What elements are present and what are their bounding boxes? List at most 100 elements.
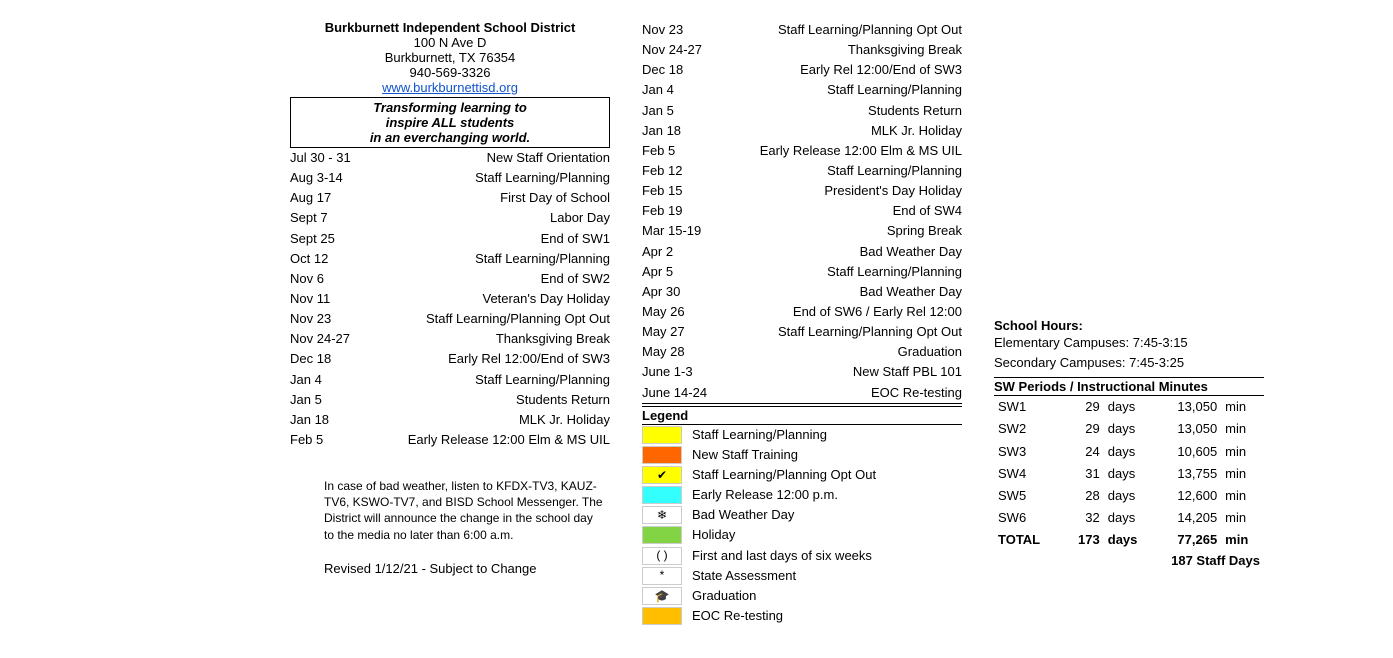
event-row: Jan 18MLK Jr. Holiday — [642, 121, 962, 141]
revised-note: Revised 1/12/21 - Subject to Change — [290, 561, 610, 576]
sw-name: SW3 — [994, 441, 1063, 463]
event-row: Apr 2Bad Weather Day — [642, 242, 962, 262]
sw-days-label: days — [1104, 529, 1156, 551]
event-row: Feb 15President's Day Holiday — [642, 181, 962, 201]
event-date: June 14-24 — [642, 383, 716, 403]
event-text: End of SW4 — [716, 201, 962, 221]
event-row: Apr 5Staff Learning/Planning — [642, 262, 962, 282]
sw-days-label: days — [1104, 418, 1156, 440]
event-row: Aug 17First Day of School — [290, 188, 610, 208]
legend-swatch: * — [642, 567, 682, 585]
event-date: Feb 15 — [642, 181, 716, 201]
event-text: First Day of School — [364, 188, 610, 208]
event-row: Jan 5Students Return — [290, 390, 610, 410]
sw-minutes: 12,600 — [1156, 485, 1222, 507]
district-link[interactable]: www.burkburnettisd.org — [382, 80, 518, 95]
event-date: Apr 30 — [642, 282, 716, 302]
event-row: Jul 30 - 31New Staff Orientation — [290, 148, 610, 168]
event-row: Sept 7Labor Day — [290, 208, 610, 228]
events-list-2: Nov 23Staff Learning/Planning Opt OutNov… — [642, 20, 962, 404]
sw-name: SW4 — [994, 463, 1063, 485]
legend-row: *State Assessment — [642, 566, 962, 586]
event-date: Mar 15-19 — [642, 221, 716, 241]
legend-label: First and last days of six weeks — [692, 546, 872, 566]
event-row: Apr 30Bad Weather Day — [642, 282, 962, 302]
sw-row: SW431days13,755min — [994, 463, 1264, 485]
sw-title: SW Periods / Instructional Minutes — [994, 377, 1264, 396]
legend-row: ❄Bad Weather Day — [642, 505, 962, 525]
legend-label: Holiday — [692, 525, 735, 545]
event-date: Jan 18 — [290, 410, 364, 430]
event-date: May 27 — [642, 322, 716, 342]
legend-swatch — [642, 486, 682, 504]
event-date: Feb 5 — [642, 141, 716, 161]
sw-minutes: 13,050 — [1156, 418, 1222, 440]
event-text: Bad Weather Day — [716, 282, 962, 302]
sw-min-label: min — [1221, 418, 1264, 440]
sw-row: SW324days10,605min — [994, 441, 1264, 463]
sw-days-label: days — [1104, 441, 1156, 463]
sw-table: SW129days13,050minSW229days13,050minSW32… — [994, 396, 1264, 551]
event-date: Sept 25 — [290, 229, 364, 249]
event-text: Early Rel 12:00/End of SW3 — [716, 60, 962, 80]
event-text: MLK Jr. Holiday — [716, 121, 962, 141]
sw-days: 29 — [1063, 418, 1104, 440]
legend-swatch: ❄ — [642, 506, 682, 524]
motto-line2: inspire ALL students — [291, 115, 609, 130]
legend-label: EOC Re-testing — [692, 606, 783, 626]
event-text: Early Rel 12:00/End of SW3 — [364, 349, 610, 369]
event-date: Nov 23 — [642, 20, 716, 40]
legend-label: New Staff Training — [692, 445, 798, 465]
event-text: End of SW1 — [364, 229, 610, 249]
sw-min-label: min — [1221, 463, 1264, 485]
sw-row: SW229days13,050min — [994, 418, 1264, 440]
event-text: Staff Learning/Planning Opt Out — [716, 20, 962, 40]
event-date: Dec 18 — [642, 60, 716, 80]
event-text: Labor Day — [364, 208, 610, 228]
legend-row: New Staff Training — [642, 445, 962, 465]
legend-swatch — [642, 607, 682, 625]
sw-name: SW5 — [994, 485, 1063, 507]
event-text: MLK Jr. Holiday — [364, 410, 610, 430]
sw-name: SW2 — [994, 418, 1063, 440]
column-right: School Hours: Elementary Campuses: 7:45-… — [994, 318, 1264, 568]
event-text: Students Return — [716, 101, 962, 121]
event-text: Spring Break — [716, 221, 962, 241]
event-row: Feb 5Early Release 12:00 Elm & MS UIL — [642, 141, 962, 161]
legend-label: Early Release 12:00 p.m. — [692, 485, 838, 505]
sw-days-label: days — [1104, 485, 1156, 507]
district-addr1: 100 N Ave D — [290, 35, 610, 50]
event-text: End of SW2 — [364, 269, 610, 289]
legend-swatch: ✔ — [642, 466, 682, 484]
event-text: Staff Learning/Planning — [364, 249, 610, 269]
event-date: Apr 5 — [642, 262, 716, 282]
event-text: Staff Learning/Planning — [364, 168, 610, 188]
event-text: New Staff PBL 101 — [716, 362, 962, 382]
legend-row: ✔Staff Learning/Planning Opt Out — [642, 465, 962, 485]
sw-days-label: days — [1104, 396, 1156, 418]
event-row: June 1-3New Staff PBL 101 — [642, 362, 962, 382]
event-text: Bad Weather Day — [716, 242, 962, 262]
event-date: Sept 7 — [290, 208, 364, 228]
event-row: Nov 23Staff Learning/Planning Opt Out — [290, 309, 610, 329]
sw-days: 24 — [1063, 441, 1104, 463]
event-row: May 28Graduation — [642, 342, 962, 362]
district-title: Burkburnett Independent School District — [290, 20, 610, 35]
event-text: President's Day Holiday — [716, 181, 962, 201]
event-date: Nov 11 — [290, 289, 364, 309]
event-date: Nov 24-27 — [642, 40, 716, 60]
event-row: Feb 12Staff Learning/Planning — [642, 161, 962, 181]
event-date: Jan 5 — [642, 101, 716, 121]
events-list-1: Jul 30 - 31New Staff OrientationAug 3-14… — [290, 148, 610, 450]
sw-minutes: 14,205 — [1156, 507, 1222, 529]
sw-total-days: 173 — [1063, 529, 1104, 551]
event-date: May 26 — [642, 302, 716, 322]
sw-days-label: days — [1104, 463, 1156, 485]
event-date: Dec 18 — [290, 349, 364, 369]
event-row: Oct 12Staff Learning/Planning — [290, 249, 610, 269]
event-row: Dec 18Early Rel 12:00/End of SW3 — [642, 60, 962, 80]
event-text: New Staff Orientation — [364, 148, 610, 168]
event-text: Staff Learning/Planning — [716, 80, 962, 100]
event-date: Jan 18 — [642, 121, 716, 141]
school-hours-sec: Secondary Campuses: 7:45-3:25 — [994, 353, 1264, 373]
